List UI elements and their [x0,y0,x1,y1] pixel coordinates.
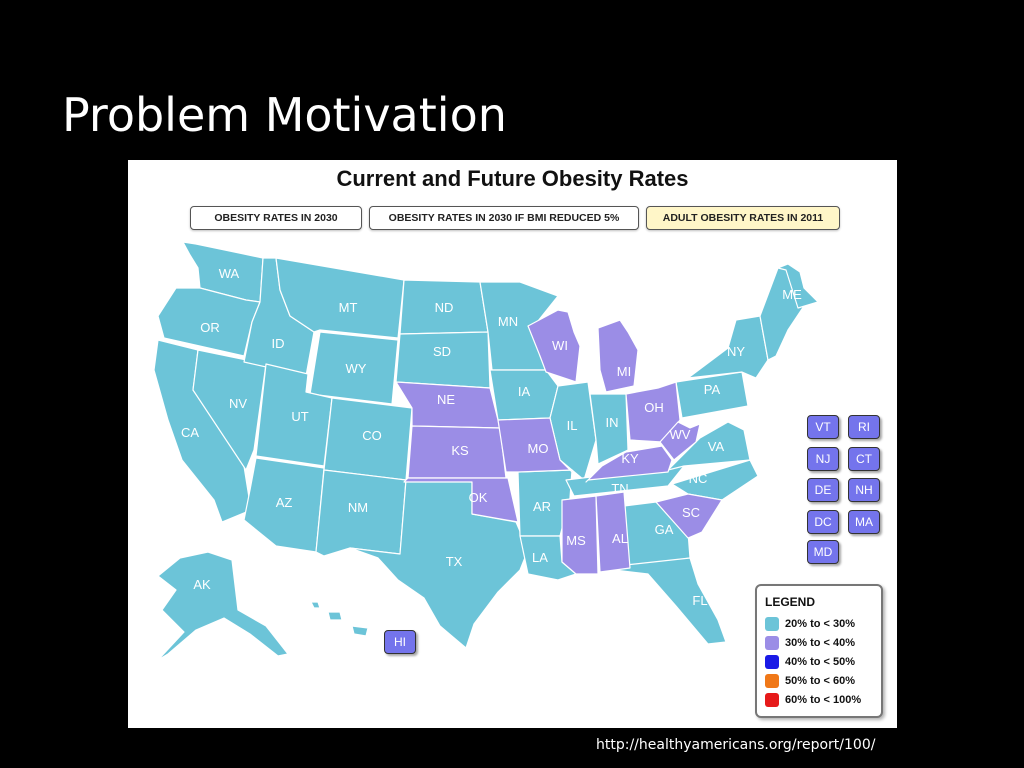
state-button-nh[interactable]: NH [848,478,880,502]
tab-adult-obesity-2011[interactable]: ADULT OBESITY RATES IN 2011 [646,206,840,230]
legend-swatch [765,617,779,632]
state-label-nv: NV [229,396,247,411]
state-label-ut: UT [291,409,308,424]
state-sd[interactable] [395,331,491,389]
state-label-sc: SC [682,505,700,520]
legend-label: 40% to < 50% [785,656,856,668]
map-title: Current and Future Obesity Rates [336,166,689,191]
slide-title: Problem Motivation [62,88,507,142]
state-button-ma[interactable]: MA [848,510,880,534]
state-label-fl: FL [692,593,707,608]
tab-obesity-2030-bmi-reduced[interactable]: OBESITY RATES IN 2030 IF BMI REDUCED 5% [369,206,639,230]
state-label-mt: MT [339,300,358,315]
state-label-la: LA [532,550,548,565]
legend-title: LEGEND [765,595,816,609]
legend-label: 30% to < 40% [785,637,856,649]
legend-swatch [765,693,779,708]
state-wi[interactable] [527,309,581,383]
legend-item: 50% to < 60% [765,673,855,689]
state-button-md[interactable]: MD [807,540,839,564]
state-label-oh: OH [644,400,664,415]
state-label-pa: PA [704,382,721,397]
legend-label: 50% to < 60% [785,675,856,687]
state-pa[interactable] [675,371,749,419]
state-ak[interactable] [157,551,289,661]
state-label-ms: MS [566,533,586,548]
state-label-ky: KY [621,451,639,466]
state-button-nj[interactable]: NJ [807,447,839,471]
state-label-ok: OK [469,490,488,505]
state-label-or: OR [200,320,220,335]
legend-label: 20% to < 30% [785,618,856,630]
state-button-dc[interactable]: DC [807,510,839,534]
state-label-ia: IA [518,384,531,399]
legend-swatch [765,636,779,651]
state-label-al: AL [612,531,628,546]
state-me[interactable] [777,263,819,309]
legend-label: 60% to < 100% [785,694,862,706]
state-label-nd: ND [435,300,454,315]
state-label-co: CO [362,428,382,443]
legend-swatch [765,674,779,689]
state-label-mn: MN [498,314,518,329]
legend-swatch [765,655,779,670]
state-button-ri[interactable]: RI [848,415,880,439]
state-mo[interactable] [497,417,579,479]
state-nc[interactable] [671,459,759,501]
state-label-tx: TX [446,554,463,569]
state-label-in: IN [606,415,619,430]
state-label-sd: SD [433,344,451,359]
state-in[interactable] [589,393,629,465]
state-wv[interactable] [659,421,701,461]
state-ok[interactable] [403,477,519,523]
us-map: WA OR CA NV ID MT WY UT AZ CO NM ND SD NE KS OK TX MN IA MO… [153,241,819,661]
source-citation[interactable]: http://healthyamericans.org/report/100/ [596,737,876,753]
state-label-mi: MI [617,364,631,379]
state-label-nc: NC [689,471,708,486]
state-label-ne: NE [437,392,455,407]
state-button-vt[interactable]: VT [807,415,839,439]
state-label-id: ID [272,336,285,351]
state-label-me: ME [782,287,802,302]
state-label-nm: NM [348,500,368,515]
state-al[interactable] [595,491,631,573]
state-label-ga: GA [655,522,674,537]
legend-item: 20% to < 30% [765,616,855,632]
state-label-ny: NY [727,344,745,359]
state-label-il: IL [567,418,578,433]
state-label-ks: KS [451,443,469,458]
state-label-wy: WY [346,361,367,376]
legend: LEGEND 20% to < 30% 30% to < 40% 40% to … [755,584,883,718]
state-mi[interactable] [597,319,639,393]
legend-item: 30% to < 40% [765,635,855,651]
state-oh[interactable] [625,381,681,443]
state-button-ct[interactable]: CT [848,447,880,471]
state-label-mo: MO [528,441,549,456]
state-label-ak: AK [193,577,211,592]
state-label-az: AZ [276,495,293,510]
state-sc[interactable] [655,493,723,539]
state-label-wi: WI [552,338,568,353]
legend-item: 60% to < 100% [765,692,861,708]
tab-obesity-2030[interactable]: OBESITY RATES IN 2030 [190,206,362,230]
state-va[interactable] [667,421,751,471]
state-label-wv: WV [670,427,691,442]
state-label-ca: CA [181,425,199,440]
state-wy[interactable] [309,331,399,405]
state-ms[interactable] [561,495,599,575]
state-fl[interactable] [597,557,727,645]
state-hi[interactable] [310,601,369,637]
state-label-va: VA [708,439,725,454]
state-button-de[interactable]: DE [807,478,839,502]
state-label-tn: TN [611,481,628,496]
state-label-wa: WA [219,266,240,281]
state-label-ar: AR [533,499,551,514]
state-button-hi[interactable]: HI [384,630,416,654]
state-ky[interactable] [585,445,673,483]
legend-item: 40% to < 50% [765,654,855,670]
map-panel: Current and Future Obesity Rates OBESITY… [128,160,897,728]
